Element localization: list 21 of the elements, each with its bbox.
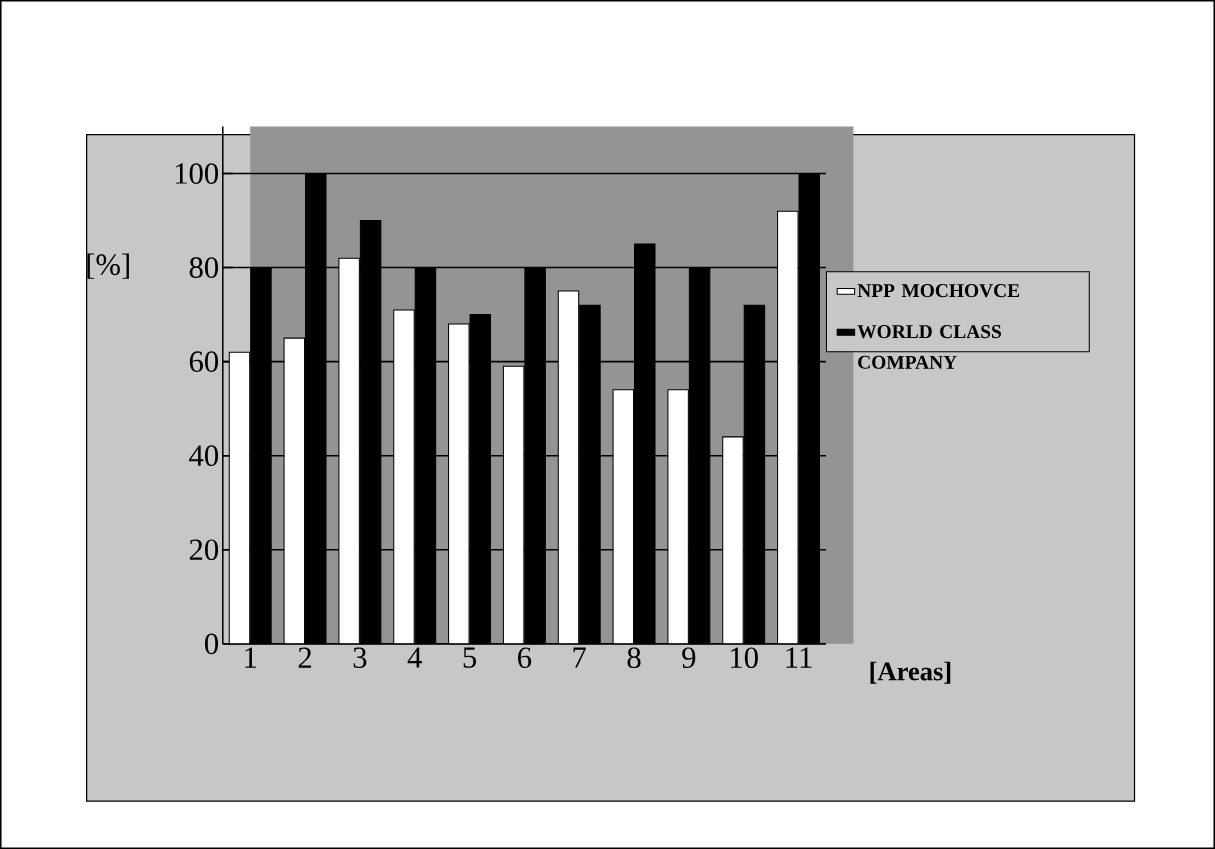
x-axis-title: [Areas] — [870, 661, 951, 684]
x-tick-label: 2 — [298, 647, 312, 668]
y-tick-label: 20 — [189, 539, 219, 561]
x-tick-label: 7 — [573, 647, 586, 668]
legend-label: NPP MOCHOVCE — [857, 284, 1020, 298]
x-tick-label: 8 — [627, 647, 641, 669]
y-tick-label: 100 — [175, 163, 219, 184]
x-tick-label: 9 — [682, 647, 696, 669]
y-tick-label: 0 — [205, 633, 219, 655]
y-tick-label: 60 — [189, 351, 219, 372]
y-tick-label: 80 — [189, 257, 219, 278]
y-tick-label: 40 — [189, 445, 219, 467]
x-tick-label: 4 — [407, 647, 422, 668]
x-tick-label: 5 — [463, 647, 477, 668]
x-tick-label: 1 — [245, 647, 257, 668]
legend-label: WORLD CLASS COMPANY — [857, 325, 1001, 369]
x-tick-label: 6 — [518, 647, 532, 669]
x-tick-label: 11 — [786, 647, 812, 668]
x-tick-label: 3 — [353, 647, 367, 669]
y-axis-title: [%] — [87, 253, 129, 279]
x-tick-label: 10 — [731, 647, 758, 669]
